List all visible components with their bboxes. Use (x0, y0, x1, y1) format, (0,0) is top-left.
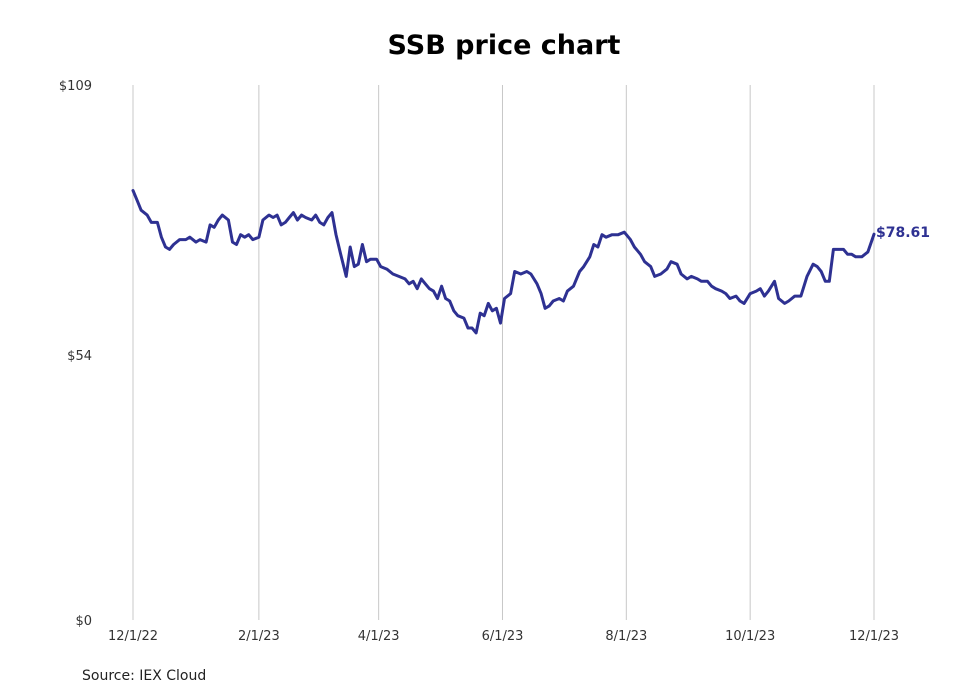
end-value-label-group: $78.61 (876, 225, 930, 241)
end-value-label: $78.61 (876, 225, 930, 241)
y-tick-label: $109 (59, 79, 92, 94)
source-note: Source: IEX Cloud (82, 668, 207, 684)
x-tick-label: 4/1/23 (358, 629, 400, 644)
x-tick-label: 2/1/23 (238, 629, 280, 644)
series-line-0 (131, 189, 876, 335)
x-tick-label: 8/1/23 (605, 629, 647, 644)
x-tick-label: 6/1/23 (482, 629, 524, 644)
vertical-gridlines (132, 85, 875, 620)
y-axis-tick-labels: $0 $54 $109 (59, 79, 92, 629)
x-axis-tick-labels: 12/1/22 2/1/23 4/1/23 6/1/23 8/1/23 10/1/23 12… (108, 629, 899, 644)
x-tick-label: 12/1/22 (108, 629, 158, 644)
x-tick-label: 12/1/23 (849, 629, 899, 644)
x-tick-label: 10/1/23 (725, 629, 775, 644)
y-tick-label: $0 (75, 614, 92, 629)
chart-title: SSB price chart (387, 30, 621, 61)
y-tick-label: $54 (67, 349, 92, 364)
price-series (131, 189, 876, 335)
